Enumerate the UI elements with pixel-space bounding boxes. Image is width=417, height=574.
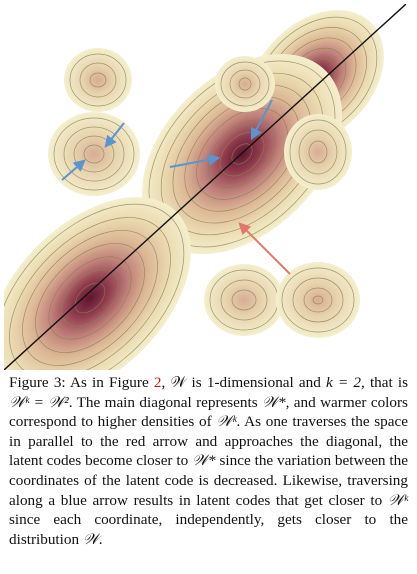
- density-mode-right-mid: [284, 114, 352, 190]
- density-mode-top-mid: [215, 56, 275, 112]
- density-figure: [4, 4, 406, 370]
- density-mode-top-left-small: [64, 48, 132, 112]
- figure-caption: Figure 3: As in Figure 2, 𝒲 is 1-dimensi…: [9, 373, 408, 549]
- density-mode-bottom-mid: [204, 264, 284, 336]
- caption-label: Figure 3:: [9, 374, 66, 391]
- density-mode-left-top: [48, 112, 140, 196]
